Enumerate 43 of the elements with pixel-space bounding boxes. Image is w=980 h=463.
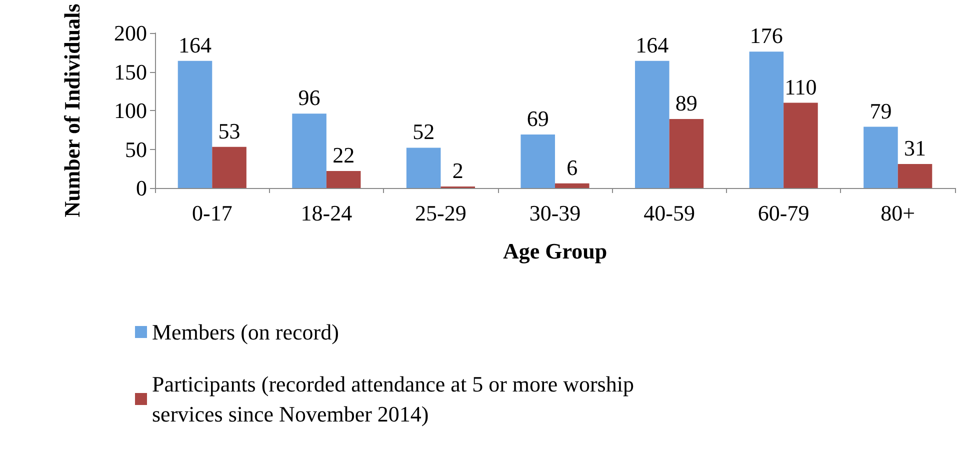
y-axis-title: Number of Individuals xyxy=(60,3,84,218)
x-tick-label: 60-79 xyxy=(758,200,810,226)
bar xyxy=(326,170,361,188)
bar xyxy=(292,114,326,188)
x-tick-label: 30-39 xyxy=(529,200,581,226)
x-tick-label: 0-17 xyxy=(192,200,232,226)
y-tick-label: 0 xyxy=(136,176,147,200)
x-tick-label: 25-29 xyxy=(415,200,466,226)
x-tick-label: 80+ xyxy=(880,200,916,226)
bar xyxy=(406,148,441,188)
data-label: 69 xyxy=(526,106,549,132)
y-tick-label: 200 xyxy=(114,20,147,46)
data-label: 164 xyxy=(636,32,669,58)
data-label: 31 xyxy=(904,135,926,160)
bar xyxy=(520,134,555,188)
bar xyxy=(898,164,932,188)
data-label: 2 xyxy=(452,158,464,183)
bar xyxy=(635,60,670,188)
data-label: 79 xyxy=(870,98,892,124)
data-label: 22 xyxy=(332,142,355,168)
data-label: 89 xyxy=(675,90,698,116)
data-label: 176 xyxy=(750,23,783,48)
bar xyxy=(669,119,704,188)
x-axis-title: Age Group xyxy=(502,238,608,264)
legend-label: Participants (recorded attendance at 5 or more worship services since November 2014) xyxy=(152,372,634,426)
bar xyxy=(555,183,590,188)
x-tick-label: 18-24 xyxy=(300,200,352,226)
bar xyxy=(864,126,898,188)
y-tick-label: 100 xyxy=(114,98,147,123)
y-tick-label: 50 xyxy=(125,136,147,162)
bar xyxy=(178,60,212,188)
data-label: 53 xyxy=(218,118,240,144)
legend-label: Members (on record) xyxy=(152,320,339,344)
data-label: 110 xyxy=(784,74,817,100)
data-label: 52 xyxy=(412,119,435,144)
bar xyxy=(212,146,246,188)
x-tick-label: 40-59 xyxy=(644,200,695,226)
data-label: 96 xyxy=(298,85,320,110)
bar xyxy=(749,52,784,188)
data-label: 6 xyxy=(566,154,578,180)
bar xyxy=(784,102,818,188)
data-label: 164 xyxy=(178,32,212,58)
y-tick-label: 150 xyxy=(114,59,147,84)
